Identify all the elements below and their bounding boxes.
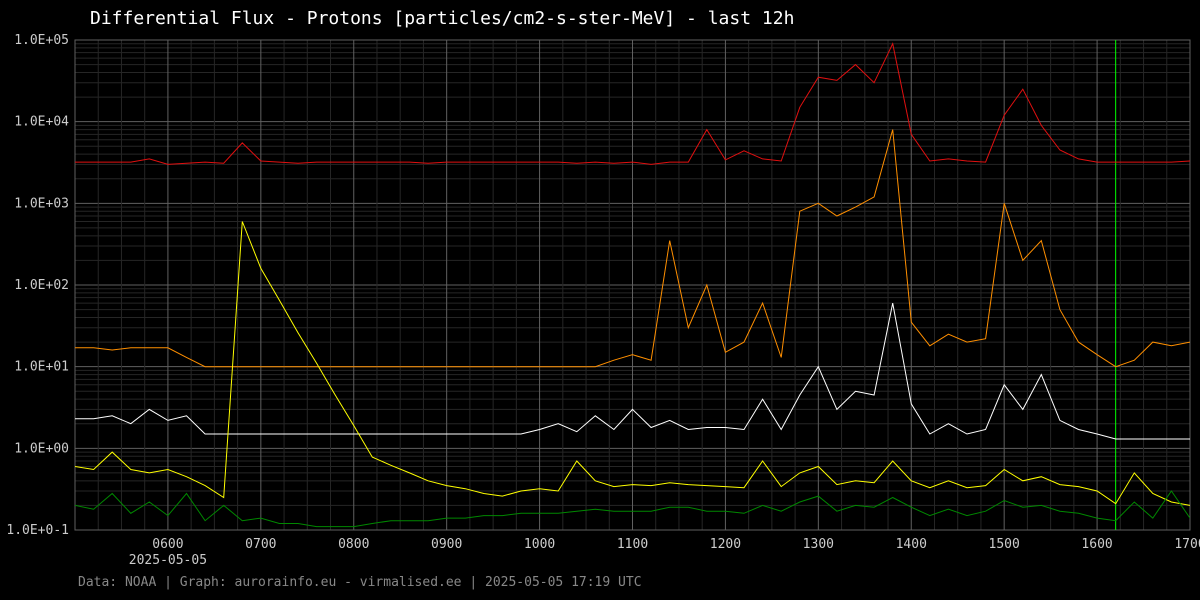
x-tick-label: 1700 — [1174, 537, 1200, 552]
x-tick-label: 1600 — [1081, 537, 1112, 552]
x-date-label: 2025-05-05 — [129, 553, 207, 568]
y-tick-label: 1.0E+05 — [14, 33, 69, 48]
x-tick-label: 0700 — [245, 537, 276, 552]
chart-footer: Data: NOAA | Graph: aurorainfo.eu - virm… — [78, 575, 642, 590]
flux-chart: 1.0E+0-1 1.0E+00 1.0E+01 1.0E+02 1.0E+03 1.0E… — [0, 0, 1200, 600]
x-tick-label: 1200 — [710, 537, 741, 552]
chart-svg: 1.0E+0-1 1.0E+00 1.0E+01 1.0E+02 1.0E+03 1.0E… — [0, 0, 1200, 600]
x-tick-label: 0600 — [152, 537, 183, 552]
y-tick-label: 1.0E+02 — [14, 278, 69, 293]
x-tick-label: 0900 — [431, 537, 462, 552]
chart-title: Differential Flux - Protons [particles/c… — [90, 8, 794, 29]
y-tick-label: 1.0E+01 — [14, 360, 69, 375]
y-tick-label: 1.0E+00 — [14, 441, 69, 456]
x-tick-label: 0800 — [338, 537, 369, 552]
y-tick-label: 1.0E+03 — [14, 196, 69, 211]
x-tick-label: 1500 — [989, 537, 1020, 552]
y-tick-label: 1.0E+0-1 — [6, 523, 69, 538]
x-tick-label: 1300 — [803, 537, 834, 552]
y-tick-label: 1.0E+04 — [14, 115, 69, 130]
x-tick-label: 1400 — [896, 537, 927, 552]
x-tick-label: 1100 — [617, 537, 648, 552]
x-tick-label: 1000 — [524, 537, 555, 552]
